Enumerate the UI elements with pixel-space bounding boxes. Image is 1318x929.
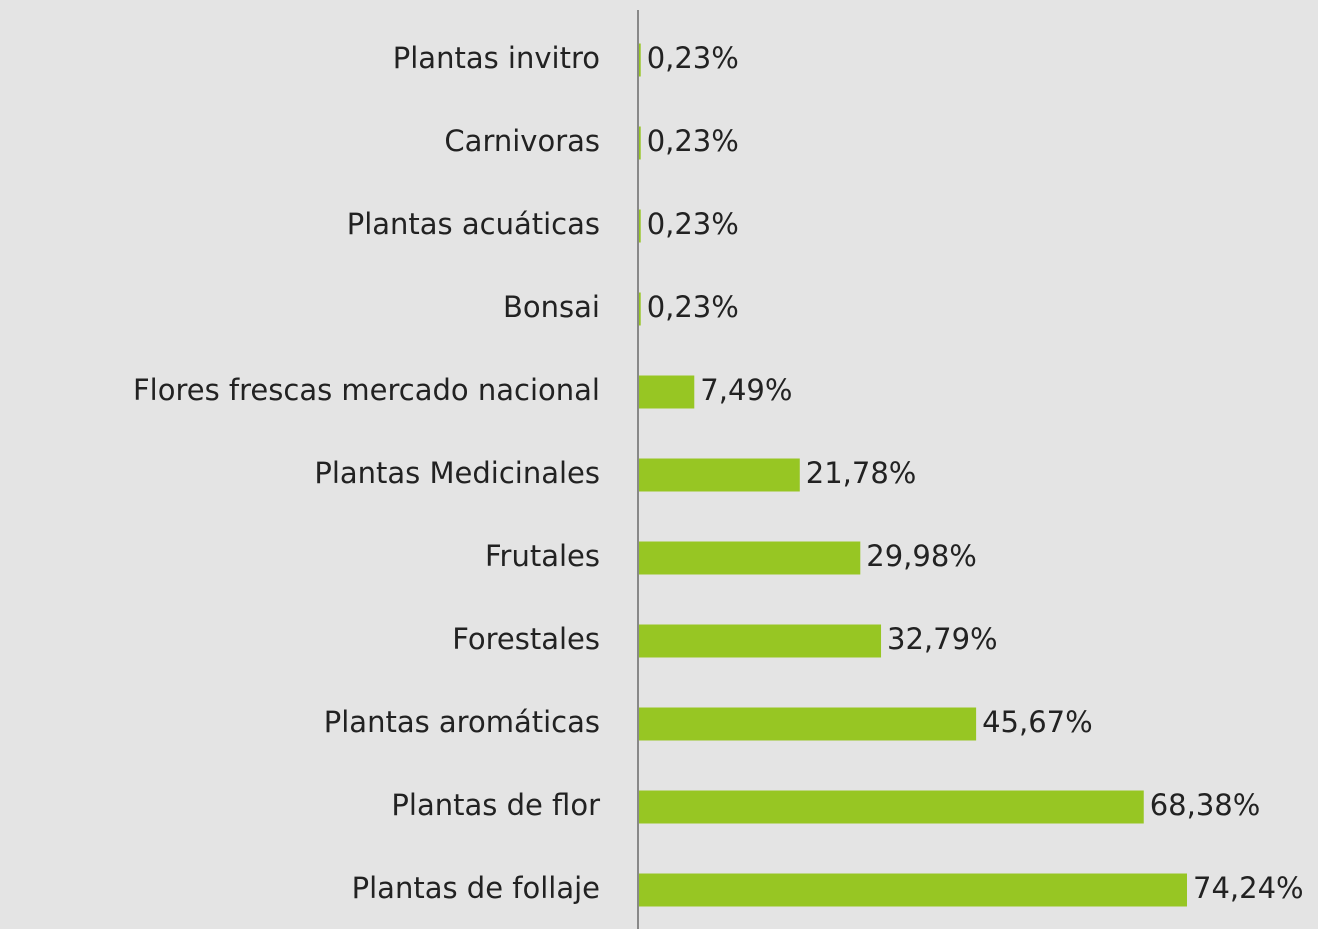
category-label: Plantas aromáticas xyxy=(324,705,600,739)
bar xyxy=(639,375,695,409)
category-label: Plantas acuáticas xyxy=(347,207,600,241)
bar xyxy=(639,292,641,326)
value-label: 7,49% xyxy=(700,373,792,407)
bar xyxy=(639,209,641,243)
bar xyxy=(639,873,1187,907)
value-label: 0,23% xyxy=(647,290,739,324)
value-label: 21,78% xyxy=(806,456,917,490)
bar xyxy=(639,458,800,492)
value-label: 68,38% xyxy=(1150,788,1261,822)
value-label: 0,23% xyxy=(647,124,739,158)
bar xyxy=(639,707,977,741)
category-label: Plantas invitro xyxy=(393,41,600,75)
value-label: 32,79% xyxy=(887,622,998,656)
bar xyxy=(639,541,861,575)
value-label: 29,98% xyxy=(866,539,977,573)
bar xyxy=(639,126,641,160)
bar xyxy=(639,624,882,658)
category-label: Plantas de flor xyxy=(391,788,600,822)
value-label: 45,67% xyxy=(982,705,1093,739)
bar xyxy=(639,43,641,77)
category-label: Plantas Medicinales xyxy=(314,456,600,490)
category-label: Flores frescas mercado nacional xyxy=(133,373,600,407)
value-label: 0,23% xyxy=(647,41,739,75)
category-label: Forestales xyxy=(452,622,600,656)
category-label: Carnivoras xyxy=(444,124,600,158)
value-label: 0,23% xyxy=(647,207,739,241)
bar xyxy=(639,790,1144,824)
category-label: Bonsai xyxy=(503,290,600,324)
value-label: 74,24% xyxy=(1193,871,1304,905)
category-label: Frutales xyxy=(485,539,600,573)
category-label: Plantas de follaje xyxy=(352,871,600,905)
